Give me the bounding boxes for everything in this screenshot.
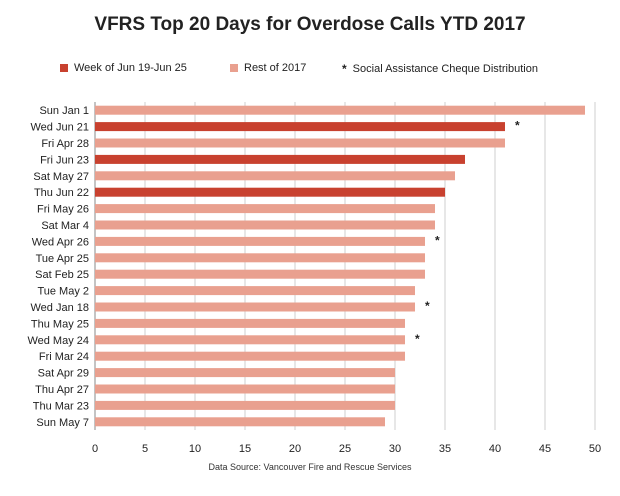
- legend-label-rest: Rest of 2017: [244, 62, 307, 74]
- bar: [95, 400, 395, 410]
- y-tick-label: Tue Apr 25: [36, 253, 89, 265]
- cheque-marker-icon: *: [342, 62, 347, 76]
- y-tick-label: Thu Mar 23: [33, 400, 89, 412]
- x-tick-label: 40: [489, 443, 501, 455]
- legend-item-cheque: * Social Assistance Cheque Distribution: [342, 62, 538, 76]
- cheque-marker: *: [425, 299, 430, 313]
- bar: [95, 286, 415, 296]
- bar: [95, 368, 395, 378]
- bar: [95, 105, 585, 115]
- bar: [95, 351, 405, 361]
- y-tick-label: Fri Jun 23: [40, 154, 89, 166]
- bar: [95, 302, 415, 312]
- y-tick-label: Tue May 2: [37, 286, 89, 298]
- y-tick-label: Sat Mar 4: [41, 220, 89, 232]
- bar: [95, 384, 395, 394]
- bar: [95, 417, 385, 427]
- bar: [95, 253, 425, 263]
- legend-item-rest: Rest of 2017: [230, 62, 306, 74]
- bar: [95, 187, 445, 197]
- bar: [95, 236, 425, 246]
- legend-item-week: Week of Jun 19-Jun 25: [60, 62, 187, 74]
- y-tick-label: Wed Apr 26: [32, 236, 89, 248]
- bar: [95, 318, 405, 328]
- x-tick-label: 15: [239, 443, 251, 455]
- legend-swatch-rest: [230, 64, 238, 72]
- x-tick-label: 50: [589, 443, 601, 455]
- y-tick-label: Thu May 25: [31, 318, 89, 330]
- x-tick-label: 45: [539, 443, 551, 455]
- y-tick-label: Sat Apr 29: [38, 368, 89, 380]
- y-tick-label: Fri May 26: [37, 204, 89, 216]
- x-tick-label: 20: [289, 443, 301, 455]
- y-tick-label: Wed Jun 21: [30, 122, 89, 134]
- y-tick-label: Thu Apr 27: [35, 384, 89, 396]
- y-tick-label: Wed Jan 18: [30, 302, 89, 314]
- bar: [95, 269, 425, 279]
- legend-swatch-week: [60, 64, 68, 72]
- x-tick-label: 35: [439, 443, 451, 455]
- y-tick-label: Wed May 24: [27, 335, 89, 347]
- x-tick-label: 25: [339, 443, 351, 455]
- bar: [95, 220, 435, 230]
- cheque-marker: *: [435, 233, 440, 247]
- y-tick-label: Thu Jun 22: [34, 187, 89, 199]
- x-tick-label: 30: [389, 443, 401, 455]
- bar: [95, 122, 505, 132]
- legend-label-week: Week of Jun 19-Jun 25: [74, 62, 187, 74]
- bar: [95, 204, 435, 214]
- cheque-marker: *: [415, 332, 420, 346]
- y-tick-label: Sat May 27: [33, 171, 89, 183]
- y-tick-label: Sun Jan 1: [39, 105, 89, 117]
- x-tick-label: 5: [142, 443, 148, 455]
- data-source-note: Data Source: Vancouver Fire and Rescue S…: [208, 462, 412, 472]
- bar: [95, 154, 465, 164]
- y-tick-label: Fri Mar 24: [39, 351, 89, 363]
- chart-title: VFRS Top 20 Days for Overdose Calls YTD …: [94, 14, 526, 35]
- x-tick-label: 0: [92, 443, 98, 455]
- y-tick-label: Sat Feb 25: [35, 269, 89, 281]
- legend-label-cheque: Social Assistance Cheque Distribution: [352, 63, 538, 75]
- y-tick-label: Sun May 7: [36, 417, 89, 429]
- cheque-marker: *: [515, 119, 520, 133]
- x-tick-label: 10: [189, 443, 201, 455]
- bar: [95, 138, 505, 148]
- bar: [95, 171, 455, 181]
- y-tick-label: Fri Apr 28: [41, 138, 89, 150]
- bar: [95, 335, 405, 345]
